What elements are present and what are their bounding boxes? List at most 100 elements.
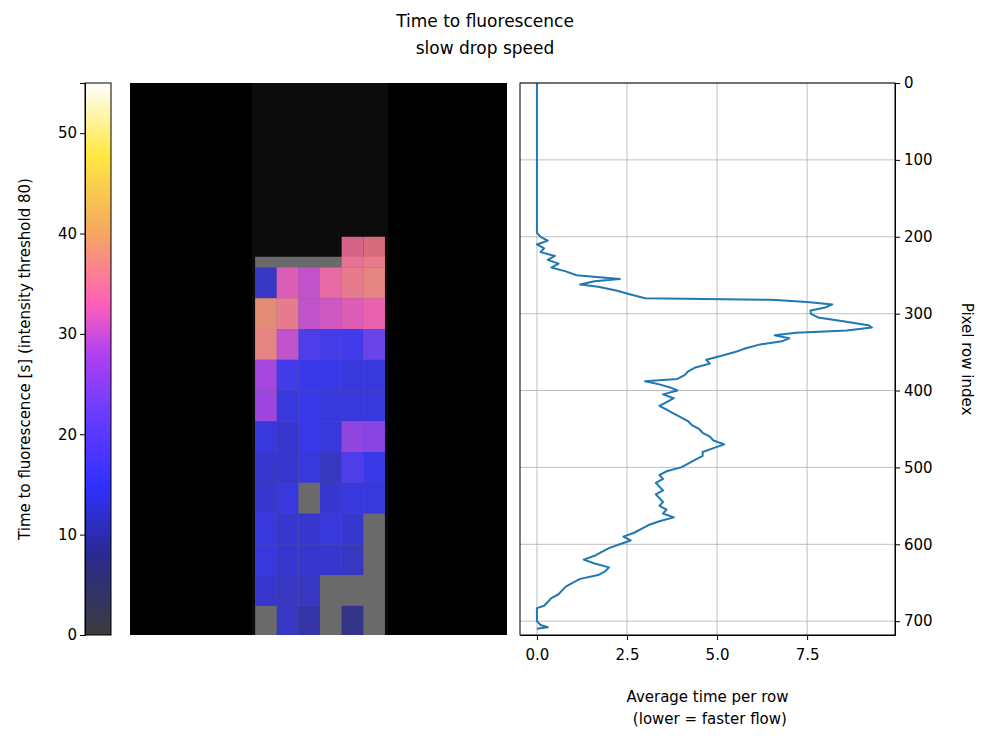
heat-cell xyxy=(298,421,320,452)
y-tick-label: 700 xyxy=(904,612,933,630)
heat-cell xyxy=(320,360,342,391)
colorbar-tick: 20 xyxy=(58,426,85,444)
y-tick: 400 xyxy=(895,382,933,400)
colorbar-tick-mark xyxy=(80,334,85,335)
y-axis: 0100200300400500600700 xyxy=(895,74,933,635)
x-tick-mark xyxy=(627,635,628,640)
y-tick-label: 200 xyxy=(904,228,933,246)
x-tick: 2.5 xyxy=(616,635,640,664)
heat-cell xyxy=(277,606,299,635)
heat-cell xyxy=(320,421,342,452)
heat-cell xyxy=(342,329,364,360)
heat-cell xyxy=(342,544,364,575)
grid-line-y xyxy=(520,313,895,314)
x-axis-title: (lower = faster flow) xyxy=(628,710,787,728)
heat-cell xyxy=(342,237,364,268)
heat-cell xyxy=(298,575,320,606)
x-tick: 5.0 xyxy=(706,635,730,664)
heat-cell xyxy=(320,452,342,483)
image-strip xyxy=(252,83,388,635)
colorbar-tick-label: 40 xyxy=(58,225,77,243)
heat-cell xyxy=(255,452,277,483)
heat-cell xyxy=(298,544,320,575)
heat-cell xyxy=(342,606,364,635)
x-tick-mark xyxy=(537,635,538,640)
heat-cell xyxy=(320,483,342,514)
y-tick-mark xyxy=(895,467,900,468)
subtitle: slow drop speed xyxy=(416,38,555,58)
grid-line-y xyxy=(520,390,895,391)
y-tick-mark xyxy=(895,621,900,622)
heat-cell xyxy=(320,268,342,299)
heat-cell xyxy=(298,298,320,329)
heat-cell xyxy=(342,514,364,545)
heat-cell xyxy=(255,268,277,299)
heat-cell xyxy=(298,452,320,483)
colorbar xyxy=(85,83,111,635)
heat-cell xyxy=(255,514,277,545)
data-line xyxy=(537,83,872,629)
colorbar-tick-mark xyxy=(80,434,85,435)
y-tick-label: 100 xyxy=(904,151,933,169)
grid-line-y xyxy=(520,544,895,545)
plot-area xyxy=(537,83,872,629)
heat-cell xyxy=(342,483,364,514)
y-tick: 100 xyxy=(895,151,933,169)
y-tick-mark xyxy=(895,160,900,161)
image-panel xyxy=(130,83,507,635)
heat-cell xyxy=(255,575,277,606)
y-tick: 200 xyxy=(895,228,933,246)
x-tick-label: 5.0 xyxy=(706,646,730,664)
heat-cell xyxy=(363,298,385,329)
colorbar-tick-mark xyxy=(80,635,85,636)
heat-cell xyxy=(342,360,364,391)
colorbar-axis: 01020304050 xyxy=(58,84,86,645)
colorbar-tick-label: 0 xyxy=(67,626,77,644)
plot-frame xyxy=(520,83,895,635)
y-tick-label: 600 xyxy=(904,536,933,554)
heat-cell xyxy=(320,298,342,329)
image-sample xyxy=(255,257,385,635)
heat-cell xyxy=(342,421,364,452)
grid-line-x xyxy=(626,83,627,635)
x-tick-mark xyxy=(807,635,808,640)
y-tick-label: 400 xyxy=(904,382,933,400)
y-axis-line xyxy=(895,84,896,636)
y-tick-mark xyxy=(895,544,900,545)
heat-cell xyxy=(277,514,299,545)
heat-cell xyxy=(363,329,385,360)
heat-cell xyxy=(320,391,342,422)
heat-cell xyxy=(255,544,277,575)
x-tick-label: 7.5 xyxy=(796,646,820,664)
heat-cell xyxy=(342,452,364,483)
heat-cell xyxy=(363,268,385,299)
heat-cell xyxy=(255,298,277,329)
grid-line-y xyxy=(520,467,895,468)
grid-line-x xyxy=(717,83,718,635)
x-axis-line xyxy=(521,635,896,636)
heat-cell xyxy=(277,575,299,606)
heat-cell xyxy=(255,360,277,391)
grid-line-y xyxy=(520,159,895,160)
heat-cell xyxy=(277,421,299,452)
heat-cell xyxy=(298,391,320,422)
figure: Time to fluorescence slow drop speed 0 10 20… xyxy=(0,0,987,738)
heat-cell xyxy=(277,268,299,299)
colorbar-tick: 30 xyxy=(58,325,85,343)
x-tick: 0.0 xyxy=(526,635,550,664)
y-tick-label: 300 xyxy=(904,305,933,323)
heat-cell xyxy=(255,329,277,360)
colorbar-tick-label: 30 xyxy=(58,325,77,343)
colorbar-tick: 10 xyxy=(58,526,85,544)
heat-cell xyxy=(298,606,320,635)
colorbar-axis-line xyxy=(80,84,86,636)
heat-cell xyxy=(298,329,320,360)
heat-cell xyxy=(255,421,277,452)
colorbar-tick-label: 20 xyxy=(58,426,77,444)
y-tick: 600 xyxy=(895,536,933,554)
x-tick: 7.5 xyxy=(796,635,820,664)
heat-cell xyxy=(320,544,342,575)
heat-cell xyxy=(363,483,385,514)
y-tick-mark xyxy=(895,83,900,84)
title: Time to fluorescence xyxy=(395,11,574,31)
